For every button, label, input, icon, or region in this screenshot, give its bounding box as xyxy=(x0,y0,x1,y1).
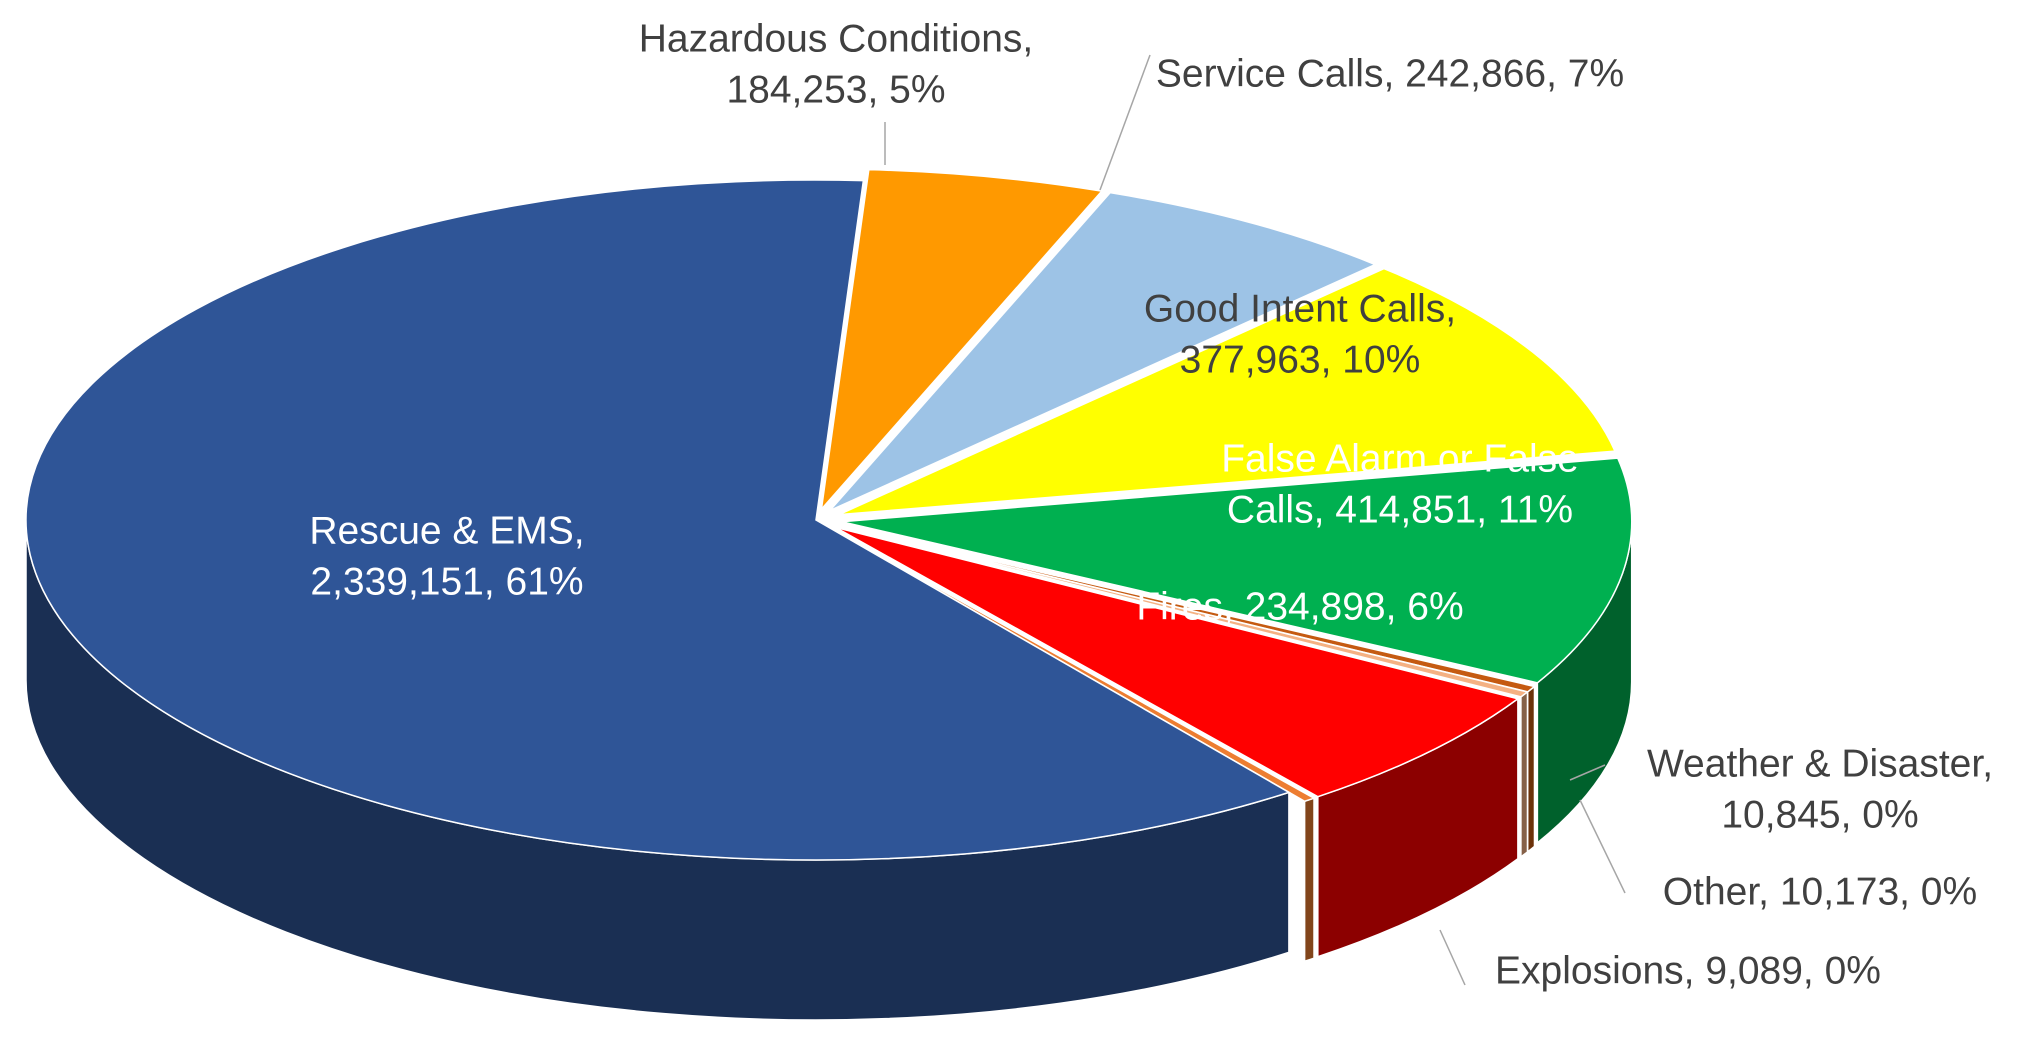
slice xyxy=(838,524,1530,698)
data-label: Weather & Disaster, 10,845, 0% xyxy=(1646,742,1994,836)
data-label: Other, 10,173, 0% xyxy=(1662,870,1978,914)
leader-line xyxy=(1579,799,1626,894)
slice xyxy=(831,528,1316,803)
data-label: Service Calls, 242,866, 7% xyxy=(1155,52,1625,96)
slice-side xyxy=(1303,797,1315,963)
slice xyxy=(829,191,1378,512)
slice xyxy=(835,526,1520,798)
data-label: Fires, 234,898, 6% xyxy=(1136,585,1464,629)
slice-side xyxy=(1526,684,1536,854)
slice-side xyxy=(1520,690,1529,859)
data-label: Hazardous Conditions, 184,253, 5% xyxy=(638,17,1034,111)
data-label: False Alarm or False Calls, 414,851, 11% xyxy=(1221,437,1579,531)
slice xyxy=(820,168,1104,512)
slice xyxy=(838,267,1617,516)
data-label: Explosions, 9,089, 0% xyxy=(1495,949,1881,993)
leader-line xyxy=(1439,929,1466,986)
leader-line xyxy=(1099,54,1151,191)
data-label: Rescue & EMS, 2,339,151, 61% xyxy=(309,509,585,603)
data-label: Good Intent Calls, 377,963, 10% xyxy=(1143,287,1457,381)
slice xyxy=(841,457,1633,684)
leader-line xyxy=(1569,764,1606,781)
slice xyxy=(25,179,1291,861)
